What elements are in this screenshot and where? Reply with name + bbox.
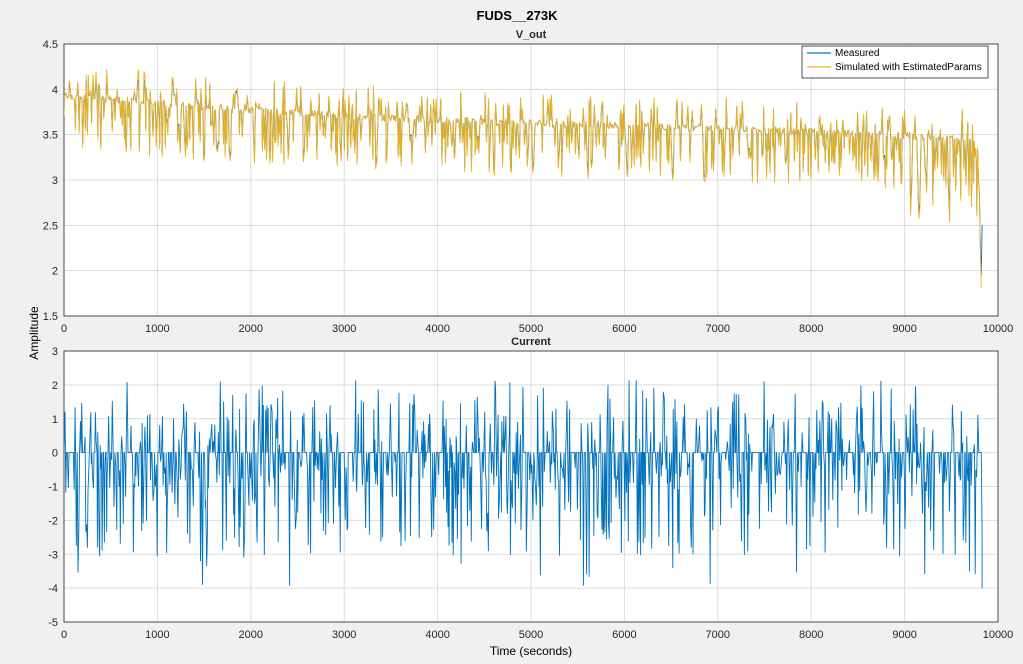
x-tick-label: 9000 (892, 323, 916, 335)
y-tick-label: -4 (48, 583, 58, 595)
axes-frame (63, 43, 999, 317)
x-tick-label: 5000 (519, 629, 543, 641)
y-tick-label: 4.5 (43, 39, 58, 51)
panel-current: 0 1000 2000 3000 4000 5000 6000 7000 8000 9000 100… (48, 336, 1013, 641)
y-tick-label: 1 (52, 414, 58, 426)
x-tick-label: 2000 (239, 629, 263, 641)
legend: Measured Simulated with EstimatedParams (801, 45, 989, 79)
x-tick-label: 4000 (425, 323, 449, 335)
y-tick-label: 3 (52, 346, 58, 358)
y-tick-label: 3.5 (43, 130, 58, 142)
x-axis-label: Time (seconds) (490, 644, 572, 658)
x-tick-label: 9000 (892, 629, 916, 641)
x-tick-label: 1000 (145, 323, 169, 335)
figure-title: FUDS__273K (477, 8, 559, 23)
legend-box (801, 45, 989, 79)
y-tick-label: -3 (48, 549, 58, 561)
x-tick-label: 0 (61, 629, 67, 641)
y-tick-label: 4 (52, 84, 58, 96)
x-tick-label: 10000 (983, 629, 1014, 641)
x-tick-label: 1000 (145, 629, 169, 641)
x-tick-label: 3000 (332, 323, 356, 335)
subplot-title: Current (511, 336, 551, 348)
y-tick-label: 2 (52, 266, 58, 278)
y-tick-label: -1 (48, 482, 58, 494)
x-tick-label: 0 (61, 323, 67, 335)
x-tick-label: 2000 (239, 323, 263, 335)
y-tick-label: 0 (52, 448, 58, 460)
y-tick-label: 2 (52, 380, 58, 392)
x-tick-label: 5000 (519, 323, 543, 335)
y-tick-label: 2.5 (43, 220, 58, 232)
y-tick-label: -2 (48, 515, 58, 527)
x-tick-label: 7000 (706, 323, 730, 335)
x-tick-label: 6000 (612, 323, 636, 335)
legend-entry: Simulated with EstimatedParams (835, 62, 982, 73)
x-tick-label: 7000 (706, 629, 730, 641)
y-tick-label: 3 (52, 175, 58, 187)
x-tick-label: 4000 (425, 629, 449, 641)
x-tick-label: 8000 (799, 323, 823, 335)
x-tick-label: 6000 (612, 629, 636, 641)
legend-entry: Measured (835, 48, 879, 59)
axes-frame (63, 350, 999, 623)
x-tick-label: 10000 (983, 323, 1014, 335)
y-tick-label: -5 (48, 617, 58, 629)
x-tick-label: 8000 (799, 629, 823, 641)
subplot-title: V_out (516, 29, 547, 41)
y-axis-label: Amplitude (27, 306, 41, 360)
panel-v-out: 0 1000 2000 3000 4000 5000 6000 7000 8000 9000 100… (43, 29, 1014, 335)
series-line-current (64, 380, 983, 589)
y-tick-label: 1.5 (43, 311, 58, 323)
series-line-simulated (64, 69, 983, 288)
x-tick-label: 3000 (332, 629, 356, 641)
